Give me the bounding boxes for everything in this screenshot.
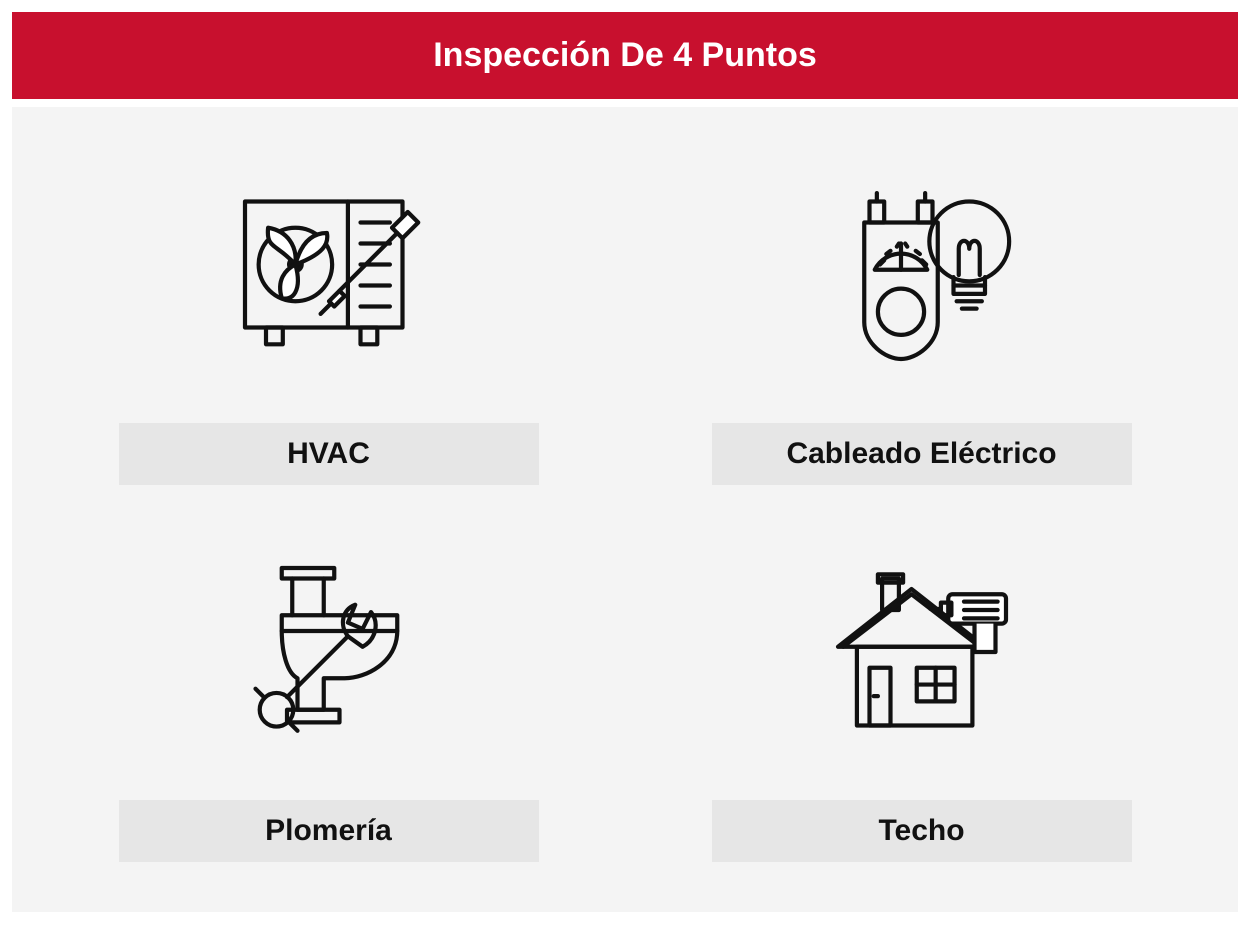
items-grid: HVAC [72, 147, 1178, 862]
item-plumbing: Plomería [72, 525, 585, 863]
item-electrical: Cableado Eléctrico [665, 147, 1178, 485]
roof-icon [665, 525, 1178, 781]
hvac-icon [72, 147, 585, 403]
header-title: Inspección De 4 Puntos [433, 36, 817, 74]
plumbing-icon [72, 525, 585, 781]
item-label: HVAC [119, 423, 539, 485]
electrical-icon [665, 147, 1178, 403]
item-label: Techo [712, 800, 1132, 862]
item-roof: Techo [665, 525, 1178, 863]
header-banner: Inspección De 4 Puntos [12, 12, 1238, 99]
item-label: Plomería [119, 800, 539, 862]
body-area: HVAC [12, 107, 1238, 912]
item-label: Cableado Eléctrico [712, 423, 1132, 485]
infographic-container: Inspección De 4 Puntos [0, 0, 1250, 929]
item-hvac: HVAC [72, 147, 585, 485]
